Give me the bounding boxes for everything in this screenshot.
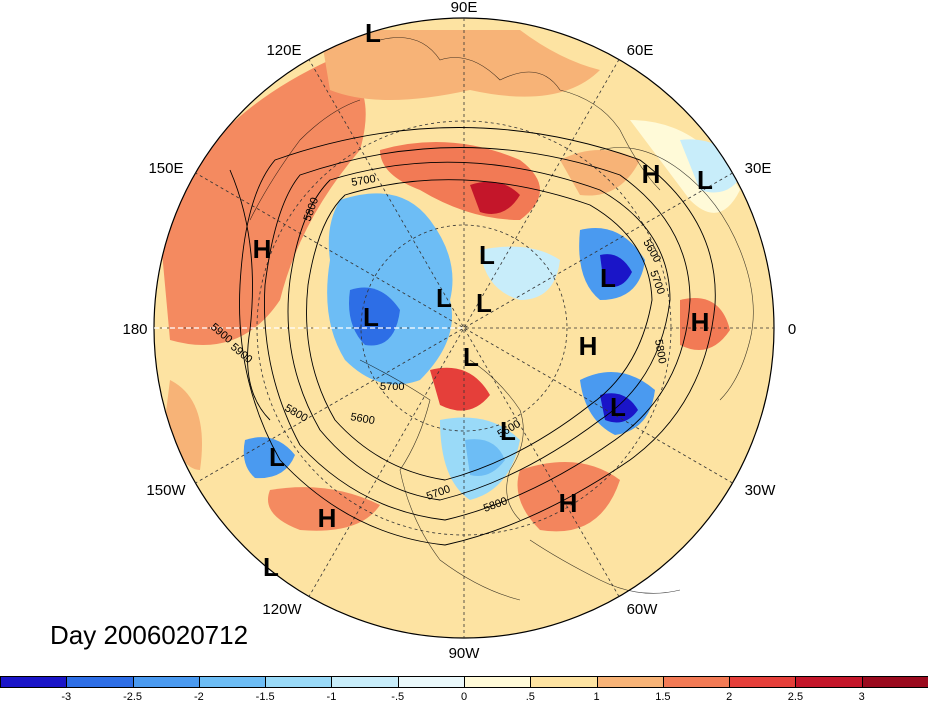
lon-label: 150E	[148, 160, 183, 177]
lon-label: 180	[122, 321, 147, 338]
lon-label: 60W	[627, 601, 659, 618]
colorbar-swatch	[66, 676, 134, 688]
pressure-marker: H	[691, 307, 710, 337]
pressure-marker: L	[363, 302, 379, 332]
colorbar-tick-label: 2	[726, 691, 733, 703]
colorbar-tick-label: 3	[858, 691, 865, 703]
contour-label: 5600	[349, 411, 375, 427]
colorbar-swatch	[397, 676, 465, 688]
colorbar-swatch	[464, 676, 532, 688]
pressure-marker: L	[697, 165, 713, 195]
pressure-marker: L	[600, 263, 616, 293]
pressure-marker: L	[263, 552, 279, 582]
pressure-marker: L	[269, 442, 285, 472]
pressure-marker: H	[579, 331, 598, 361]
pressure-marker: L	[365, 18, 381, 48]
polar-map: 90E 60E 30E 0 30W 60W 90W 120W 150W 180 …	[122, 0, 796, 662]
day-title: Day 2006020712	[50, 620, 249, 650]
longitude-labels: 90E 60E 30E 0 30W 60W 90W 120W 150W 180 …	[122, 0, 796, 662]
colorbar-tick-label: -.5	[391, 691, 405, 703]
colorbar-tick-label: -2.5	[123, 691, 143, 703]
colorbar-tick-label: 1	[593, 691, 600, 703]
colorbar-swatch	[0, 676, 68, 688]
pressure-marker: L	[476, 288, 492, 318]
colorbar-tick-label: -1	[326, 691, 337, 703]
lon-label: 30E	[745, 160, 772, 177]
pressure-marker: H	[318, 503, 337, 533]
colorbar-swatch	[795, 676, 863, 688]
pressure-marker: L	[463, 342, 479, 372]
colorbar-swatch	[331, 676, 399, 688]
colorbar-tick-label: 0	[460, 691, 468, 703]
lon-label: 150W	[146, 482, 186, 499]
colorbar: -3 -2.5 -2 -1.5 -1 -.5 0 .5 1 1.5 2 2.5 3	[0, 676, 928, 703]
colorbar-tick-label: -2	[193, 691, 204, 703]
pressure-marker: H	[253, 234, 272, 264]
anomaly-field	[154, 18, 774, 638]
colorbar-swatch	[729, 676, 797, 688]
lon-label: 30W	[745, 482, 777, 499]
colorbar-tick-label: 1.5	[655, 691, 671, 703]
pressure-marker: L	[500, 416, 516, 446]
pressure-markers: L H L H L L L L L L H H L L H H L L H	[253, 18, 713, 582]
lon-label: 120E	[266, 42, 301, 59]
colorbar-tick-label: -1.5	[255, 691, 275, 703]
colorbar-swatch	[198, 676, 267, 688]
height-contours	[229, 127, 716, 546]
contour-label: 5800	[652, 338, 668, 364]
lon-label: 120W	[262, 601, 302, 618]
lon-label: 90W	[449, 645, 481, 662]
colorbar-swatch	[530, 676, 598, 688]
coastlines	[249, 37, 754, 601]
pressure-marker: L	[479, 240, 495, 270]
pressure-marker: L	[436, 283, 452, 313]
colorbar-swatch	[861, 676, 928, 688]
colorbar-tick-label: .5	[525, 691, 535, 703]
pressure-marker: L	[610, 392, 626, 422]
colorbar-tick-label: 2.5	[787, 691, 804, 703]
lon-label: 90E	[451, 0, 478, 16]
colorbar-swatch	[596, 676, 664, 688]
contour-label: 5700	[350, 173, 376, 189]
lon-label: 0	[788, 321, 796, 338]
pressure-marker: H	[559, 488, 578, 518]
colorbar-swatch	[662, 676, 731, 688]
colorbar-swatch	[132, 676, 200, 688]
lon-label: 60E	[627, 42, 654, 59]
colorbar-tick-label: -3	[61, 691, 72, 703]
contour-label: 5700	[380, 381, 404, 393]
colorbar-swatch	[265, 676, 333, 688]
pressure-marker: H	[642, 159, 661, 189]
